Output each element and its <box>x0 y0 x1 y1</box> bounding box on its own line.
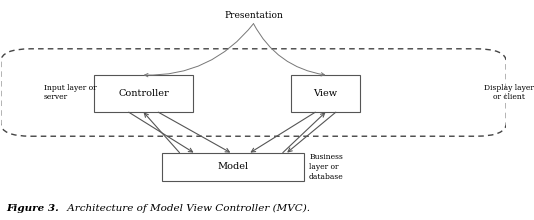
FancyBboxPatch shape <box>1 49 506 136</box>
FancyBboxPatch shape <box>292 75 360 112</box>
Text: Controller: Controller <box>118 89 169 98</box>
Text: Input layer or
server: Input layer or server <box>44 84 96 101</box>
Text: View: View <box>313 89 337 98</box>
Text: Figure 3.: Figure 3. <box>6 204 59 213</box>
FancyBboxPatch shape <box>162 153 304 181</box>
Text: Display layer
or client: Display layer or client <box>484 84 534 101</box>
Text: Model: Model <box>218 162 249 171</box>
FancyBboxPatch shape <box>94 75 193 112</box>
Text: Presentation: Presentation <box>224 11 283 20</box>
Text: Architecture of Model View Controller (MVC).: Architecture of Model View Controller (M… <box>64 204 310 213</box>
Text: Business
layer or
database: Business layer or database <box>309 153 344 181</box>
